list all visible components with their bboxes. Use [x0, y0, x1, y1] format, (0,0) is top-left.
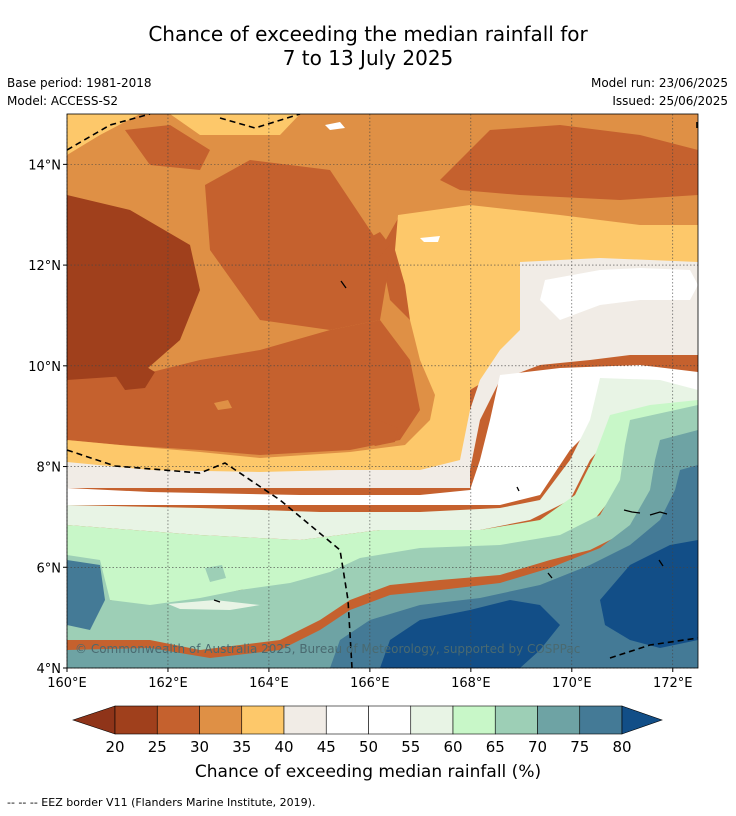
dark-spot-2	[360, 420, 398, 446]
x-tick-label: 160°E	[47, 676, 87, 691]
map-field	[67, 114, 698, 668]
band-45-55	[67, 365, 698, 505]
x-tick-label: 166°E	[350, 676, 390, 691]
island-6	[213, 599, 221, 603]
colorbar-cell	[410, 705, 454, 735]
colorbar-cell	[241, 705, 285, 735]
colorbar-tick-label: 45	[317, 738, 336, 756]
colorbar-tick-label: 80	[612, 738, 631, 756]
y-tick-label: 12°N	[28, 259, 61, 274]
white-patch-north	[325, 122, 345, 130]
issued-date: Issued: 25/06/2025	[612, 94, 728, 108]
model-run: Model run: 23/06/2025	[590, 76, 728, 90]
colorbar-tick-label: 40	[274, 738, 293, 756]
colorbar-cell	[494, 705, 538, 735]
colorbar-low-arrow	[72, 705, 116, 735]
islands	[213, 280, 668, 603]
island-2	[649, 511, 668, 516]
eez-north	[219, 114, 301, 129]
island-4	[516, 486, 520, 492]
island-3	[547, 572, 553, 579]
island-5	[340, 280, 347, 289]
colorbar-tick-label: 20	[105, 738, 124, 756]
band-25-30-south	[67, 320, 420, 455]
y-tick-label: 8°N	[37, 461, 62, 476]
band-65-70	[67, 405, 698, 650]
colorbar-cell	[199, 705, 243, 735]
chart-title: Chance of exceeding the median rainfall …	[0, 22, 736, 70]
colorbar-cell	[156, 705, 200, 735]
y-tick-label: 14°N	[28, 158, 61, 173]
colorbar-tick-label: 35	[232, 738, 251, 756]
x-tick-label: 172°E	[653, 676, 693, 691]
band-25-30-northeast	[440, 125, 698, 200]
colorbar-cell	[368, 705, 412, 735]
x-tick-label: 162°E	[148, 676, 188, 691]
band-20-25	[67, 195, 200, 380]
title-line-2: 7 to 13 July 2025	[282, 46, 454, 70]
x-tick-label: 164°E	[249, 676, 289, 691]
band-40-45	[67, 258, 698, 488]
green-spot	[205, 565, 226, 582]
band-45-55-patch	[540, 268, 698, 320]
colorbar-tick-label: 70	[528, 738, 547, 756]
colorbar-tick-label: 60	[443, 738, 462, 756]
eez-borders	[67, 114, 698, 668]
colorbar-ticks: 20 25 30 35 40 45 50 55 60 65 70 75 80	[105, 738, 631, 756]
colorbar: 20 25 30 35 40 45 50 55 60 65 70 75 80	[72, 705, 663, 756]
y-tick-label: 6°N	[37, 561, 62, 576]
orange-spot	[214, 400, 232, 410]
dark-spot-3	[115, 360, 155, 390]
island-7	[658, 559, 664, 567]
band-35-40-nw	[67, 114, 140, 155]
colorbar-label: Chance of exceeding median rainfall (%)	[194, 762, 542, 782]
colorbar-cell	[579, 705, 623, 735]
eez-southeast	[609, 637, 698, 659]
band-25-30-nw	[125, 125, 210, 170]
y-tick-label: 10°N	[28, 360, 61, 375]
copyright-text: © Commonwealth of Australia 2025, Bureau…	[75, 642, 580, 656]
colorbar-tick-label: 50	[359, 738, 378, 756]
colorbar-cell	[452, 705, 496, 735]
colorbar-tick-label: 55	[401, 738, 420, 756]
map-frame	[66, 113, 699, 669]
island-1	[623, 509, 641, 514]
colorbar-cell	[537, 705, 581, 735]
light-patch	[168, 600, 260, 610]
x-ticks: 160°E 162°E 164°E 166°E 168°E 170°E 172°E	[47, 668, 693, 691]
dark-spot-1	[365, 232, 390, 258]
band-60-65	[67, 400, 698, 610]
white-patch-center	[420, 236, 440, 242]
x-tick-label: 170°E	[552, 676, 592, 691]
colorbar-tick-label: 25	[148, 738, 167, 756]
colorbar-tick-label: 75	[570, 738, 589, 756]
band-25-30-north	[205, 160, 390, 330]
band-55-60	[67, 378, 698, 540]
colorbar-cell	[114, 705, 158, 735]
y-tick-label: 4°N	[37, 662, 62, 677]
colorbar-cells	[114, 705, 623, 735]
meta-right: Model run: 23/06/2025 Issued: 25/06/2025	[591, 74, 728, 110]
y-ticks: 4°N 6°N 8°N 10°N 12°N 14°N	[28, 158, 67, 677]
colorbar-tick-label: 65	[486, 738, 505, 756]
title-line-1: Chance of exceeding the median rainfall …	[148, 22, 588, 46]
colorbar-cell	[283, 705, 327, 735]
x-tick-label: 168°E	[451, 676, 491, 691]
meta-left: Base period: 1981-2018 Model: ACCESS-S2	[7, 74, 152, 110]
colorbar-tick-label: 30	[190, 738, 209, 756]
base-period: Base period: 1981-2018	[7, 76, 152, 90]
band-over-80-a	[380, 600, 560, 668]
band-75-80-west	[67, 560, 105, 630]
eez-legend: -- -- -- EEZ border V11 (Flanders Marine…	[7, 796, 316, 809]
colorbar-cell	[325, 705, 369, 735]
model-name: Model: ACCESS-S2	[7, 94, 119, 108]
band-35-40-top	[170, 114, 300, 135]
colorbar-high-arrow	[621, 705, 663, 735]
eez-south	[67, 449, 353, 668]
